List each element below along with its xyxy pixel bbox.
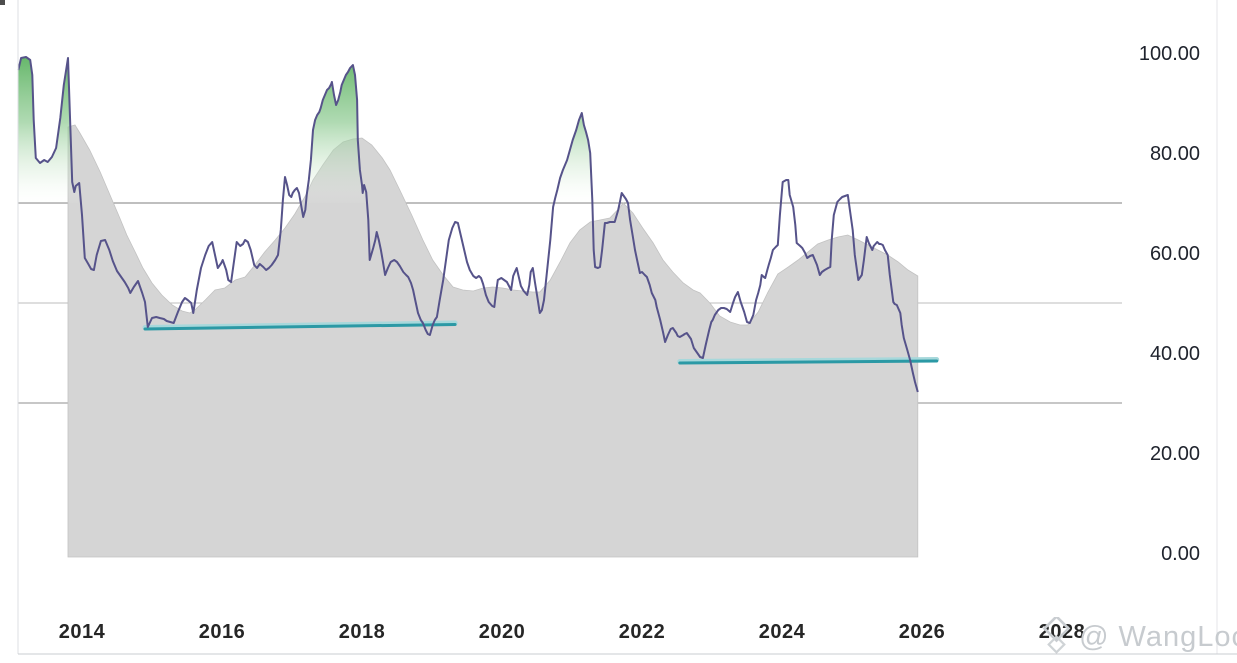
- y-axis-label-60.00: 60.00: [1150, 243, 1200, 265]
- x-axis-label-2016: 2016: [199, 621, 246, 643]
- support-trendline-2022-2026[interactable]: [678, 359, 939, 365]
- x-axis-label-2020: 2020: [479, 621, 526, 643]
- overbought-fill-5: [780, 180, 792, 203]
- x-axis-label-2022: 2022: [619, 621, 666, 643]
- x-axis-label-2018: 2018: [339, 621, 386, 643]
- x-axis-label-2014: 2014: [59, 621, 106, 643]
- corner-artifact: [0, 0, 5, 5]
- y-axis-label-0.00: 0.00: [1161, 543, 1200, 565]
- y-axis-label-40.00: 40.00: [1150, 343, 1200, 365]
- overbought-fill-3: [554, 113, 593, 203]
- overbought-fill-2: [306, 65, 367, 203]
- y-axis-label-20.00: 20.00: [1150, 443, 1200, 465]
- support-trendline-2015-2019[interactable]: [143, 323, 457, 331]
- x-axis-label-2024: 2024: [759, 621, 806, 643]
- overbought-fill-0: [18, 57, 81, 203]
- price-area-series[interactable]: [67, 124, 919, 558]
- y-axis-label-80.00: 80.00: [1150, 143, 1200, 165]
- overbought-fill-6: [837, 195, 849, 203]
- overbought-fill-1: [282, 177, 301, 203]
- x-axis-label-2028: 2028: [1039, 621, 1086, 643]
- x-axis-label-2026: 2026: [899, 621, 946, 643]
- oscillator-line-series[interactable]: [17, 56, 919, 393]
- y-axis-label-100.00: 100.00: [1139, 43, 1200, 65]
